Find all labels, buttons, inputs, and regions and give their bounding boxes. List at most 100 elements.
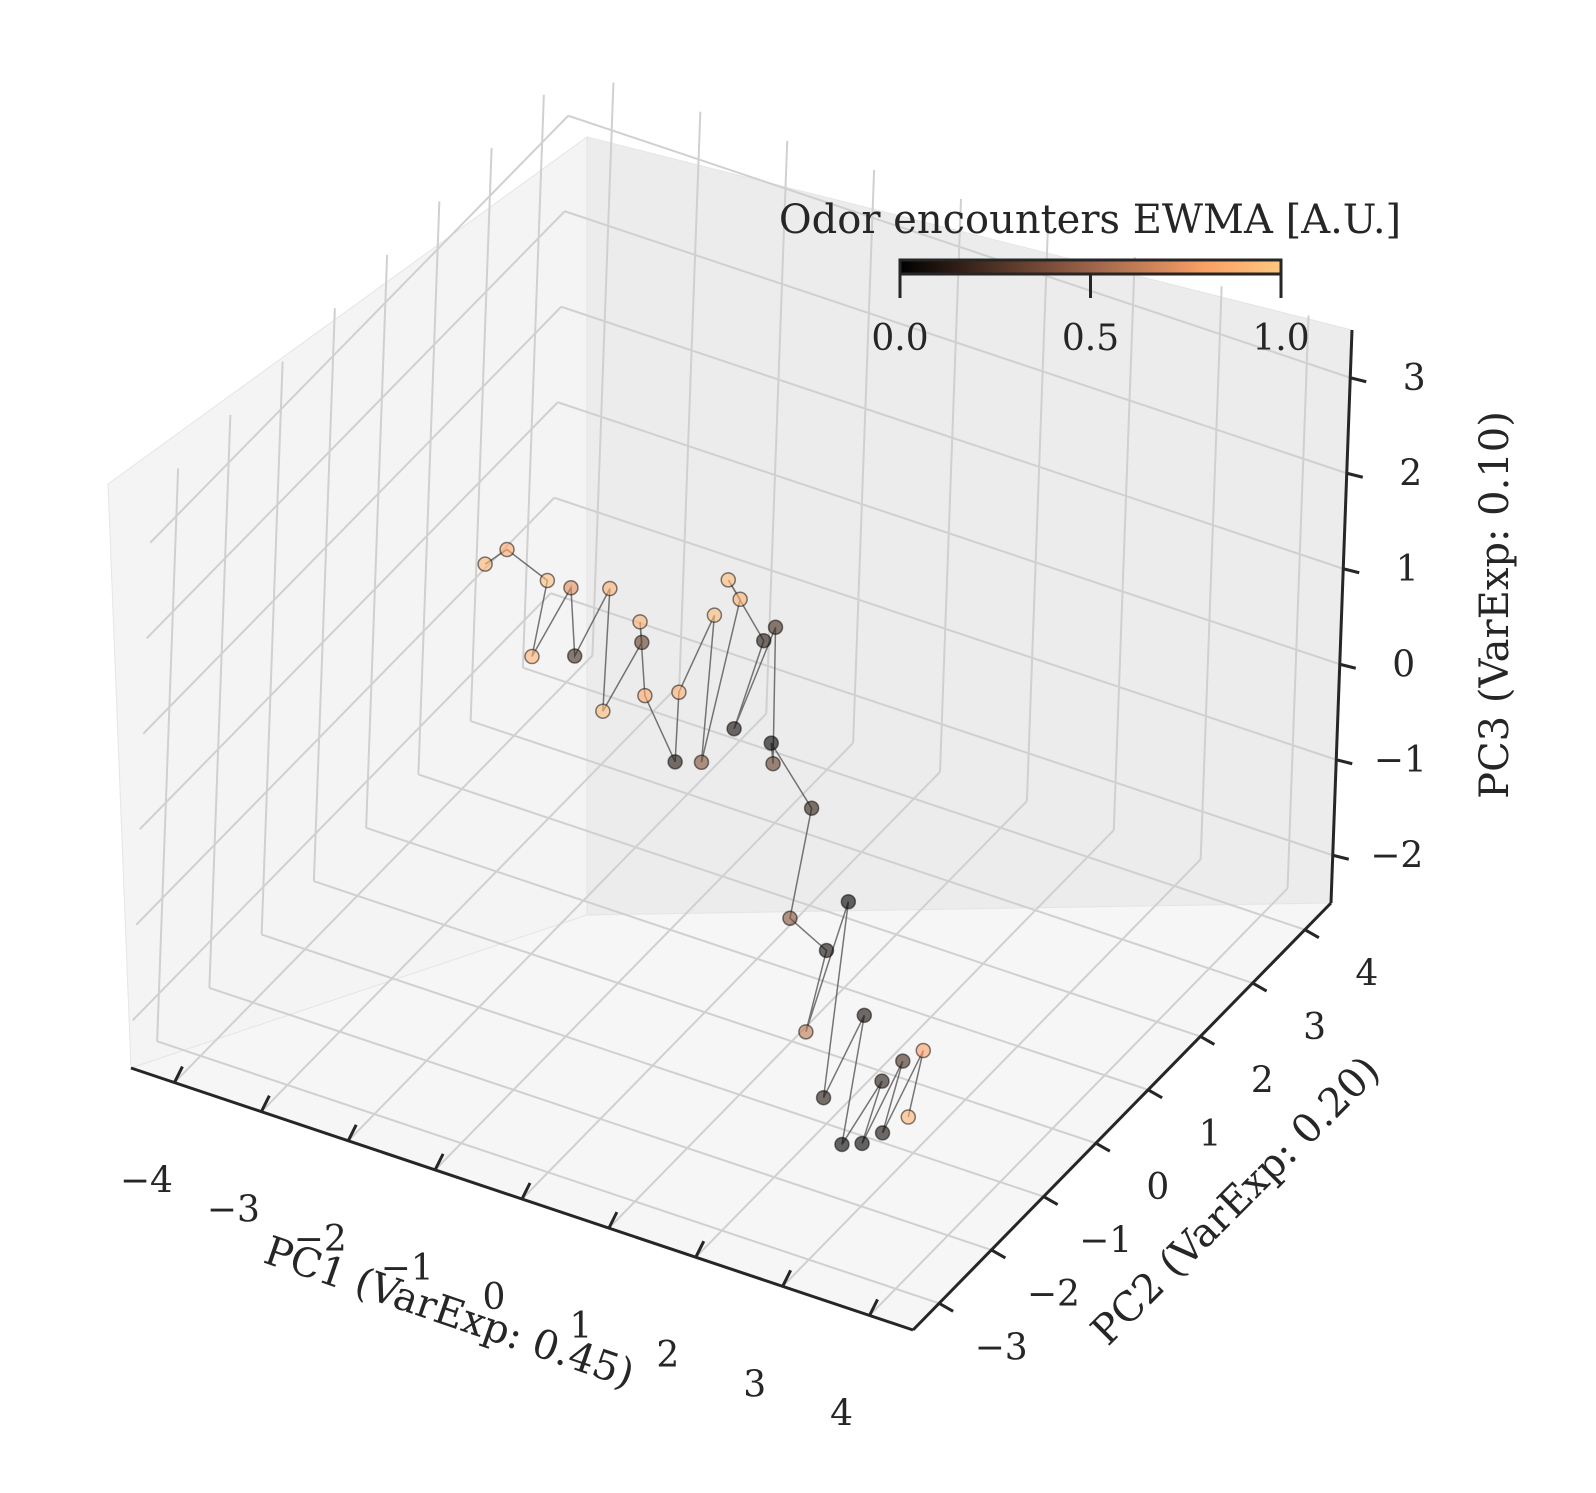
grid-line bbox=[156, 468, 180, 1042]
data-point bbox=[671, 684, 687, 700]
tick-mark bbox=[1339, 662, 1357, 670]
grid-line bbox=[560, 305, 1344, 570]
grid-line bbox=[553, 496, 1337, 761]
tick-label: 3 bbox=[1303, 1007, 1326, 1048]
data-point bbox=[874, 1125, 891, 1141]
trajectory-lines bbox=[484, 548, 925, 1145]
grid-line bbox=[1286, 315, 1310, 889]
tick-label: −3 bbox=[975, 1327, 1028, 1368]
grid-line bbox=[564, 210, 1348, 475]
grid-line bbox=[521, 771, 941, 1200]
grid-line bbox=[313, 880, 1097, 1145]
data-point bbox=[765, 755, 781, 772]
tick-label: 3 bbox=[1403, 358, 1426, 399]
grid-line bbox=[208, 414, 232, 988]
tick-label: 0 bbox=[483, 1277, 506, 1318]
data-point bbox=[763, 735, 780, 751]
tick-mark bbox=[1304, 928, 1320, 939]
tick-label: −2 bbox=[1027, 1274, 1080, 1315]
grid-line bbox=[678, 111, 702, 685]
grid-line bbox=[522, 666, 1306, 931]
grid-line bbox=[146, 210, 566, 639]
tick-label: 1 bbox=[1396, 549, 1419, 590]
grid-line bbox=[765, 140, 789, 714]
tick-label: −1 bbox=[381, 1248, 434, 1289]
tick-mark bbox=[1042, 1195, 1059, 1206]
x-axis-ticks: −4 −3 −2 −1 0 1 2 3 4 bbox=[120, 1065, 879, 1434]
tick-mark bbox=[938, 1302, 954, 1313]
data-point bbox=[566, 648, 583, 664]
tick-label: 0 bbox=[1392, 644, 1415, 685]
tick-mark bbox=[1095, 1141, 1111, 1153]
grid-line bbox=[868, 887, 1289, 1317]
tick-mark bbox=[259, 1094, 271, 1113]
data-point bbox=[539, 572, 556, 589]
grid-line bbox=[142, 306, 562, 735]
data-point bbox=[782, 910, 798, 926]
data-point bbox=[706, 607, 723, 623]
y-axis-line bbox=[911, 901, 1333, 1332]
data-point bbox=[767, 619, 784, 636]
colorbar-ticks: 0.0 0.5 1.0 bbox=[871, 274, 1310, 359]
tick-label: −2 bbox=[294, 1219, 347, 1260]
data-point bbox=[854, 1135, 870, 1152]
grid-line bbox=[261, 933, 1044, 1198]
data-point bbox=[595, 703, 611, 719]
grid-line bbox=[417, 201, 441, 775]
tick-label: 2 bbox=[656, 1335, 679, 1376]
colorbar-tick-label: 1.0 bbox=[1252, 318, 1309, 359]
z-axis-ticks: −2 −1 0 1 2 3 bbox=[1332, 358, 1427, 876]
tick-label: 4 bbox=[830, 1393, 853, 1434]
grid-line bbox=[173, 654, 594, 1084]
data-point bbox=[563, 579, 579, 596]
tick-label: −3 bbox=[207, 1190, 260, 1231]
data-point bbox=[524, 648, 540, 665]
grid-line bbox=[608, 800, 1028, 1229]
grid-line bbox=[434, 742, 854, 1171]
tick-mark bbox=[520, 1182, 532, 1200]
data-points bbox=[477, 541, 932, 1153]
tick-mark bbox=[1199, 1035, 1216, 1046]
colorbar-gradient bbox=[898, 258, 1283, 276]
data-point bbox=[667, 754, 683, 770]
colorbar: Odor encounters EWMA [A.U.] 0.0 0.5 1.0 bbox=[779, 197, 1401, 359]
tick-mark bbox=[607, 1211, 619, 1229]
grid-line bbox=[1199, 286, 1223, 860]
data-point bbox=[634, 634, 650, 651]
data-point bbox=[732, 591, 748, 608]
grid-line bbox=[132, 592, 552, 1021]
grid-line bbox=[312, 308, 336, 882]
axis-panes bbox=[107, 136, 1353, 1331]
grid-line bbox=[781, 858, 1202, 1288]
tick-mark bbox=[781, 1269, 793, 1288]
grid-line bbox=[521, 94, 545, 668]
data-point bbox=[818, 942, 835, 959]
grid-lines bbox=[132, 82, 1351, 1317]
data-point bbox=[726, 720, 742, 737]
tick-mark bbox=[1147, 1088, 1163, 1100]
grid-line bbox=[418, 773, 1201, 1038]
grid-line bbox=[1112, 257, 1136, 831]
tick-mark bbox=[346, 1124, 358, 1142]
grid-line bbox=[1025, 228, 1049, 802]
data-point bbox=[856, 1007, 873, 1024]
grid-line bbox=[156, 1040, 940, 1305]
colorbar-tick-label: 0.5 bbox=[1062, 318, 1119, 359]
grid-line bbox=[260, 683, 681, 1113]
tick-mark bbox=[1332, 853, 1350, 861]
data-point bbox=[602, 580, 618, 597]
tick-mark bbox=[868, 1298, 879, 1317]
grid-line bbox=[591, 82, 615, 656]
data-point bbox=[632, 614, 648, 630]
grid-line bbox=[852, 169, 876, 743]
tick-label: −1 bbox=[1374, 740, 1427, 781]
tick-label: 3 bbox=[743, 1364, 766, 1405]
grid-line bbox=[365, 826, 1149, 1091]
tick-mark bbox=[433, 1153, 445, 1171]
tick-mark bbox=[1349, 376, 1367, 384]
data-point bbox=[834, 1136, 850, 1153]
tick-label: 2 bbox=[1251, 1060, 1274, 1101]
